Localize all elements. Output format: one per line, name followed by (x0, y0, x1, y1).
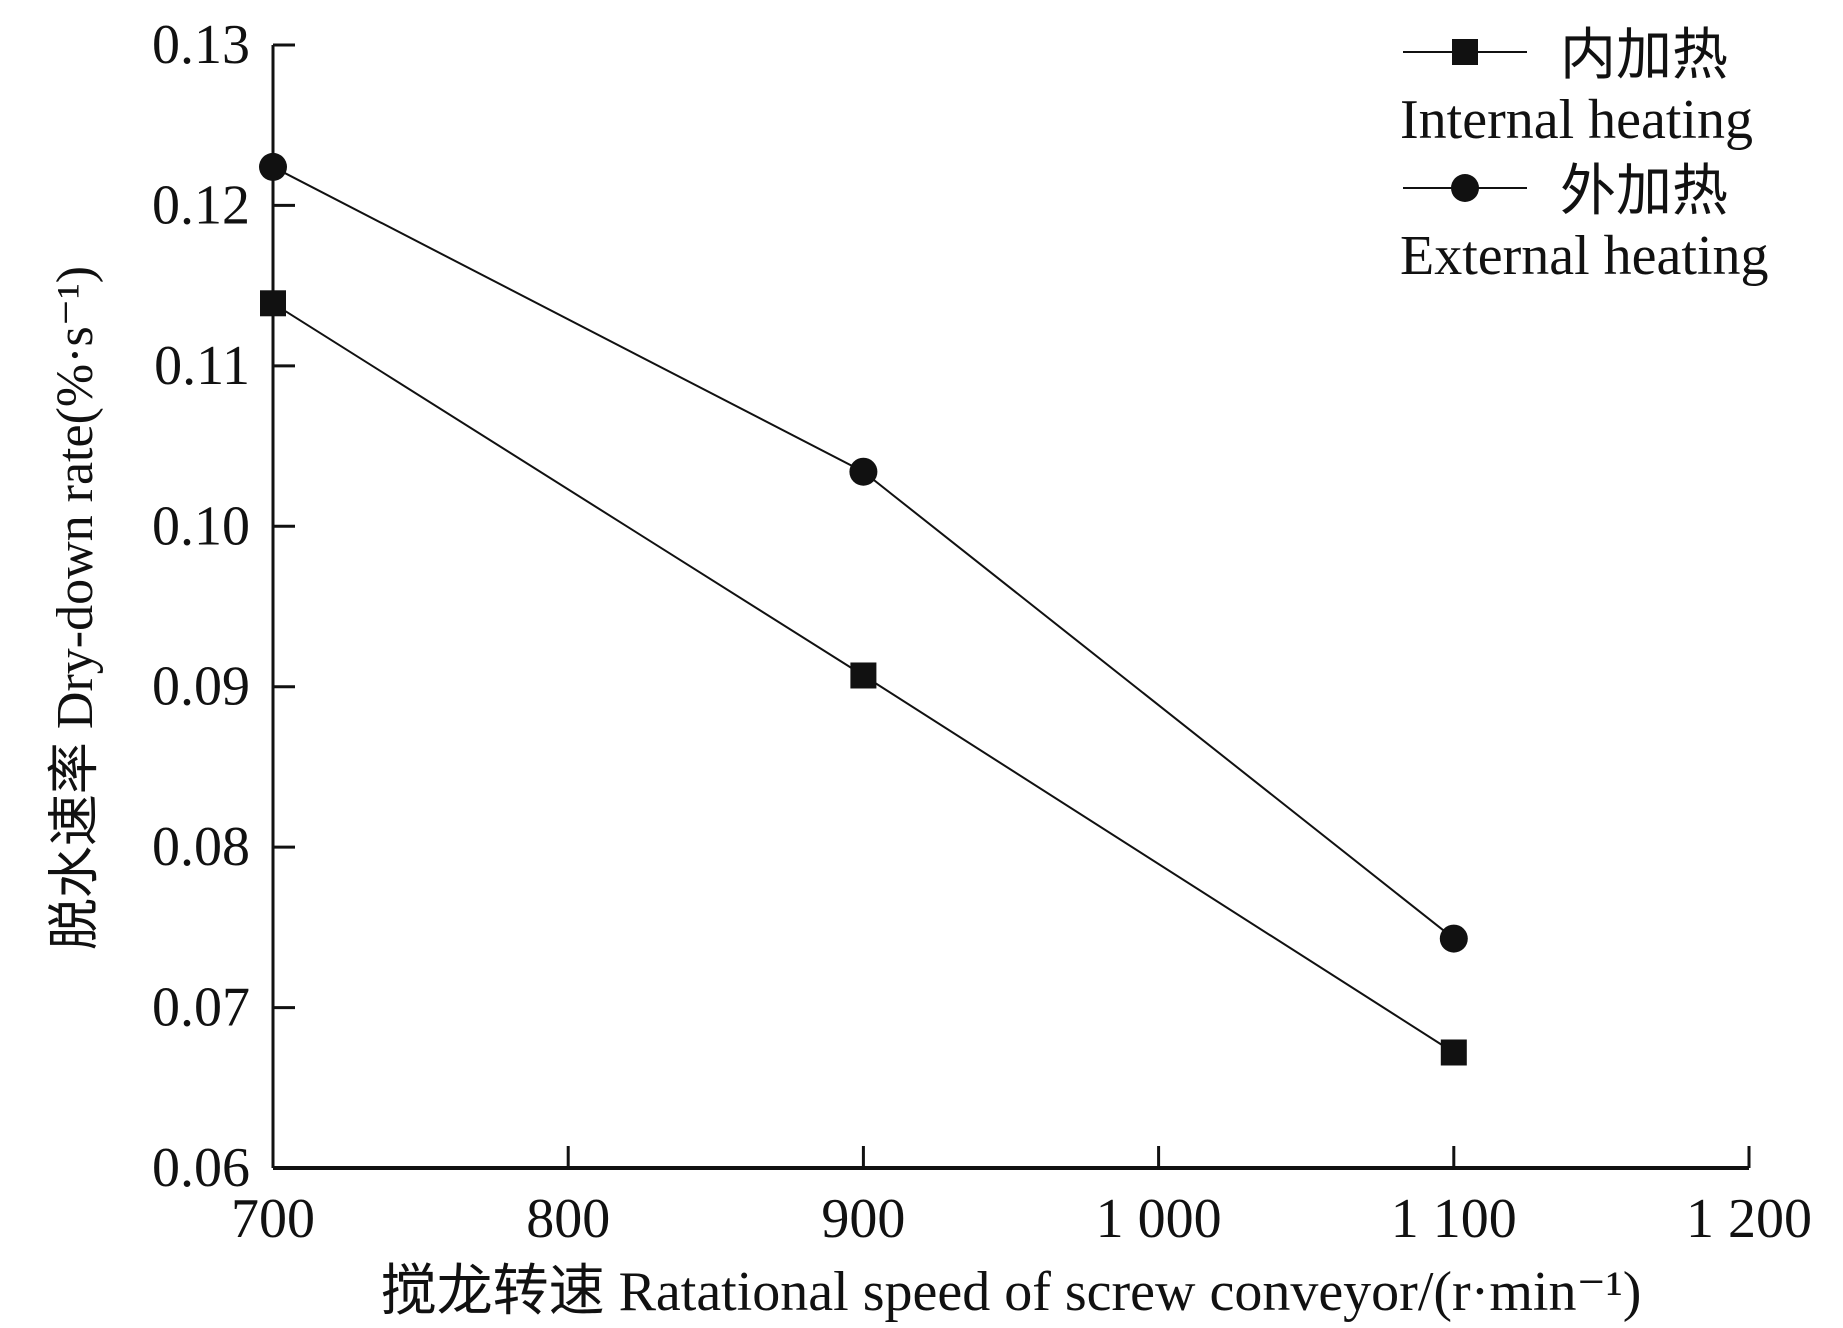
x-axis-label: 搅龙转速 Ratational speed of screw conveyor/… (381, 1261, 1642, 1323)
y-tick-label: 0.10 (152, 495, 250, 557)
data-point (1439, 924, 1468, 953)
y-tick-label: 0.07 (152, 977, 250, 1039)
legend-label-cn: 内加热 (1560, 25, 1728, 87)
data-point (849, 457, 878, 486)
x-tick-label: 800 (526, 1188, 610, 1250)
data-point (1440, 1039, 1467, 1066)
series-circle (259, 152, 1468, 953)
x-tick-label: 1 100 (1391, 1188, 1517, 1250)
y-tick-label: 0.08 (152, 816, 250, 878)
y-axis-label: 脱水速率 Dry-down rate(%·s⁻¹) (47, 266, 104, 950)
y-tick-label: 0.12 (152, 174, 250, 236)
y-tick-label: 0.06 (152, 1137, 250, 1199)
legend-label-en: Internal heating (1400, 89, 1753, 151)
axes: 700 800 900 1 000 1 100 1 200 0.06 0.07 0.08 0.09… (152, 14, 1812, 1250)
series-line (272, 166, 1455, 940)
x-tick-label: 900 (821, 1188, 905, 1250)
x-tick-label: 1 000 (1096, 1188, 1222, 1250)
data-point (850, 662, 877, 689)
legend-label-en: External heating (1400, 225, 1769, 287)
x-tick-label: 1 200 (1686, 1188, 1812, 1250)
data-point (259, 152, 287, 181)
data-point (260, 290, 286, 317)
legend-label-cn: 外加热 (1560, 161, 1728, 223)
legend-marker (1451, 174, 1479, 202)
y-tick-label: 0.13 (152, 14, 250, 76)
y-tick-label: 0.11 (154, 335, 250, 397)
series-square (260, 290, 1467, 1066)
x-tick-label: 700 (231, 1188, 315, 1250)
series-group (259, 152, 1468, 1066)
y-tick-label: 0.09 (152, 656, 250, 718)
legend-marker (1452, 39, 1478, 65)
